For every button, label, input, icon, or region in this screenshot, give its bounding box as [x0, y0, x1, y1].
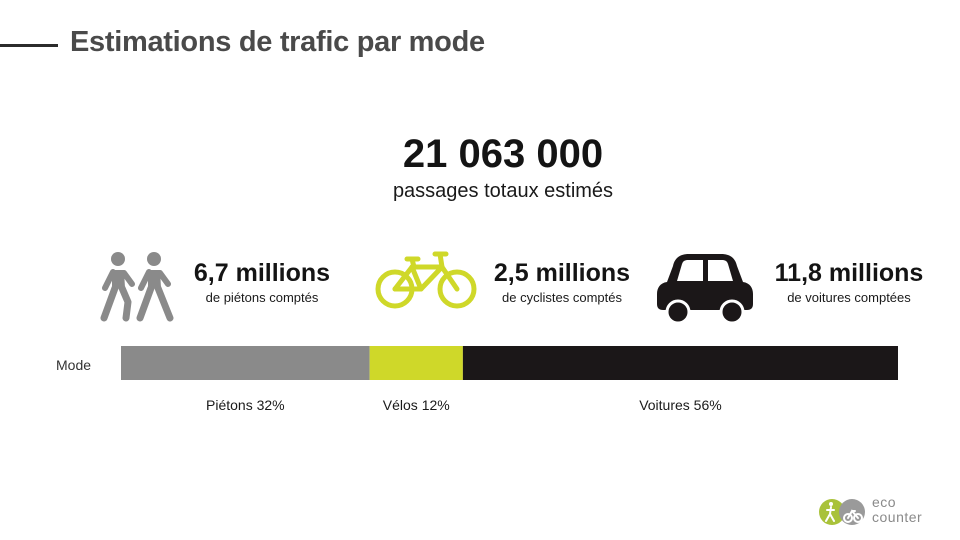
segment-cars-label: Voitures 56%: [639, 397, 722, 413]
category-label: Mode: [56, 357, 92, 373]
total-label: passages totaux estimés: [392, 180, 614, 202]
segment-pedestrians-label: Piétons 32%: [206, 397, 285, 413]
segment-cars: [462, 346, 898, 380]
segment-bikes-label: Vélos 12%: [382, 397, 450, 413]
stat-bikes: 2,5 millions de cyclistes comptés: [480, 258, 644, 305]
logo-line1: eco: [872, 494, 897, 510]
stat-pedestrians-value: 6,7 millions: [193, 259, 331, 287]
segment-bikes: [369, 346, 463, 380]
stat-cars-label: de voitures comptées: [787, 290, 911, 305]
stat-bikes-label: de cyclistes comptés: [502, 290, 622, 305]
car-icon: [657, 254, 753, 325]
pedestrians-icon: [100, 252, 174, 322]
eco-counter-logo-text: eco counter: [872, 495, 922, 525]
stat-cars: 11,8 millions de voitures comptées: [766, 258, 932, 305]
stat-pedestrians-label: de piétons comptés: [205, 290, 319, 305]
bicycle-icon: [375, 251, 477, 309]
eco-counter-logo: eco counter: [818, 495, 942, 528]
title-rule: [0, 44, 58, 47]
total-value: 21 063 000: [402, 132, 604, 176]
stat-cars-value: 11,8 millions: [774, 259, 924, 287]
eco-counter-logo-icon: [819, 499, 865, 525]
segment-pedestrians: [121, 346, 370, 380]
page-title: Estimations de trafic par mode: [70, 26, 485, 58]
stat-pedestrians: 6,7 millions de piétons comptés: [182, 258, 342, 305]
stat-bikes-value: 2,5 millions: [493, 259, 631, 287]
logo-line2: counter: [872, 509, 923, 525]
